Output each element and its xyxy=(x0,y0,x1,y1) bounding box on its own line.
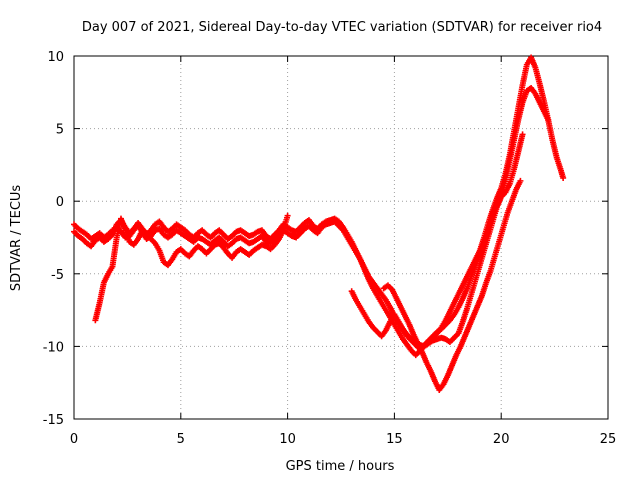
y-tick-label: 10 xyxy=(47,50,64,65)
x-tick-label: 10 xyxy=(279,432,296,447)
data-point xyxy=(560,174,567,181)
y-tick-label: -5 xyxy=(51,268,64,283)
grid-lines xyxy=(74,56,608,419)
x-axis-label: GPS time / hours xyxy=(286,459,395,474)
y-axis-label: SDTVAR / TECUs xyxy=(9,185,24,292)
y-tick-label: -10 xyxy=(43,340,64,355)
data-marks xyxy=(71,54,567,393)
x-tick-label: 0 xyxy=(70,432,78,447)
y-tick-label: 0 xyxy=(56,195,64,210)
plot-frame xyxy=(73,55,609,420)
x-tick-label: 25 xyxy=(600,432,617,447)
y-tick-labels: -15 -10 -5 0 5 10 xyxy=(43,50,64,428)
x-tick-label: 15 xyxy=(386,432,403,447)
axis-ticks xyxy=(73,55,609,420)
data-point xyxy=(517,177,524,184)
chart-title: Day 007 of 2021, Sidereal Day-to-day VTE… xyxy=(82,20,602,35)
data-point xyxy=(545,116,552,123)
y-tick-label: 5 xyxy=(56,123,64,138)
data-point xyxy=(284,212,291,219)
x-tick-label: 20 xyxy=(493,432,510,447)
y-tick-label: -15 xyxy=(43,413,64,428)
data-point xyxy=(519,131,526,138)
x-tick-label: 5 xyxy=(177,432,185,447)
x-tick-labels: 0 5 10 15 20 25 xyxy=(70,432,616,447)
